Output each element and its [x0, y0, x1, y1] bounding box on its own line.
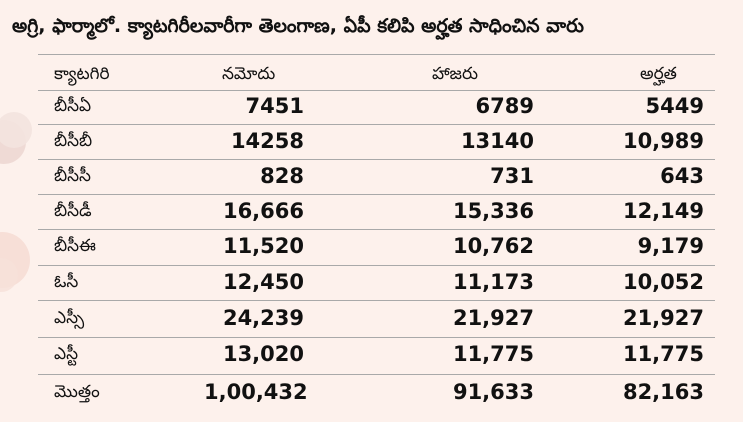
row-category: ఓసీ [54, 272, 79, 292]
row-appeared: 13140 [460, 129, 534, 153]
row-qualified: 5449 [645, 94, 704, 118]
row-category: బీసీసీ [54, 166, 91, 186]
row-appeared: 11,173 [452, 270, 534, 294]
decorative-circle [0, 120, 26, 164]
row-divider [38, 124, 715, 125]
row-appeared: 21,927 [452, 306, 534, 330]
row-registered: 12,450 [222, 270, 304, 294]
row-divider [38, 374, 715, 375]
row-category: బీసీఏ [54, 96, 92, 116]
row-category: మొత్తం [54, 382, 100, 402]
row-qualified: 11,775 [622, 342, 704, 366]
row-qualified: 9,179 [637, 234, 704, 258]
row-registered: 828 [260, 164, 304, 188]
row-appeared: 731 [490, 164, 534, 188]
row-category: బీసీడీ [54, 201, 92, 221]
row-registered: 1,00,432 [204, 380, 308, 404]
row-registered: 16,666 [222, 199, 304, 223]
table-row: బీసీసీ 828 731 643 [54, 162, 714, 191]
table-header: క్యాటగిరి నమోదు హాజరు అర్హత [54, 60, 714, 90]
row-qualified: 10,052 [622, 270, 704, 294]
header-rule [38, 90, 715, 91]
row-appeared: 10,762 [452, 234, 534, 258]
header-appeared: హాజరు [432, 64, 478, 84]
row-qualified: 12,149 [622, 199, 704, 223]
row-registered: 11,520 [222, 234, 304, 258]
row-registered: 13,020 [222, 342, 304, 366]
header-registered: నమోదు [222, 64, 276, 84]
row-qualified: 82,163 [622, 380, 704, 404]
decorative-circle [0, 258, 18, 292]
decorative-circle [0, 232, 30, 288]
row-category: బీసీబీ [54, 131, 93, 151]
page-title: అగ్రి, ఫార్మాలో. క్యాటగిరీలవారీగా తెలంగా… [12, 15, 584, 37]
table-row: ఓసీ 12,450 11,173 10,052 [54, 268, 714, 297]
row-registered: 7451 [245, 94, 304, 118]
decorative-circle [0, 112, 32, 148]
table-row: బీసీఏ 7451 6789 5449 [54, 92, 714, 121]
row-appeared: 91,633 [452, 380, 534, 404]
row-appeared: 11,775 [452, 342, 534, 366]
total-row: మొత్తం 1,00,432 91,633 82,163 [54, 378, 714, 407]
row-category: ఎస్టీ [54, 344, 79, 364]
table-row: ఎస్సీ 24,239 21,927 21,927 [54, 304, 714, 333]
row-registered: 24,239 [222, 306, 304, 330]
table-row: బీసీఈ 11,520 10,762 9,179 [54, 232, 714, 261]
row-appeared: 6789 [475, 94, 534, 118]
row-qualified: 21,927 [622, 306, 704, 330]
row-category: బీసీఈ [54, 236, 96, 256]
table-row: ఎస్టీ 13,020 11,775 11,775 [54, 340, 714, 369]
row-divider [38, 265, 715, 266]
row-divider [38, 337, 715, 338]
row-divider [38, 159, 715, 160]
table-row: బీసీబీ 14258 13140 10,989 [54, 127, 714, 156]
row-registered: 14258 [230, 129, 304, 153]
row-divider [38, 229, 715, 230]
table-row: బీసీడీ 16,666 15,336 12,149 [54, 197, 714, 226]
row-category: ఎస్సీ [54, 308, 85, 328]
row-appeared: 15,336 [452, 199, 534, 223]
header-qualified: అర్హత [640, 64, 677, 84]
row-qualified: 10,989 [622, 129, 704, 153]
table-top-rule [38, 54, 715, 55]
row-divider [38, 194, 715, 195]
row-divider [38, 300, 715, 301]
row-qualified: 643 [660, 164, 704, 188]
header-category: క్యాటగిరి [54, 64, 110, 84]
